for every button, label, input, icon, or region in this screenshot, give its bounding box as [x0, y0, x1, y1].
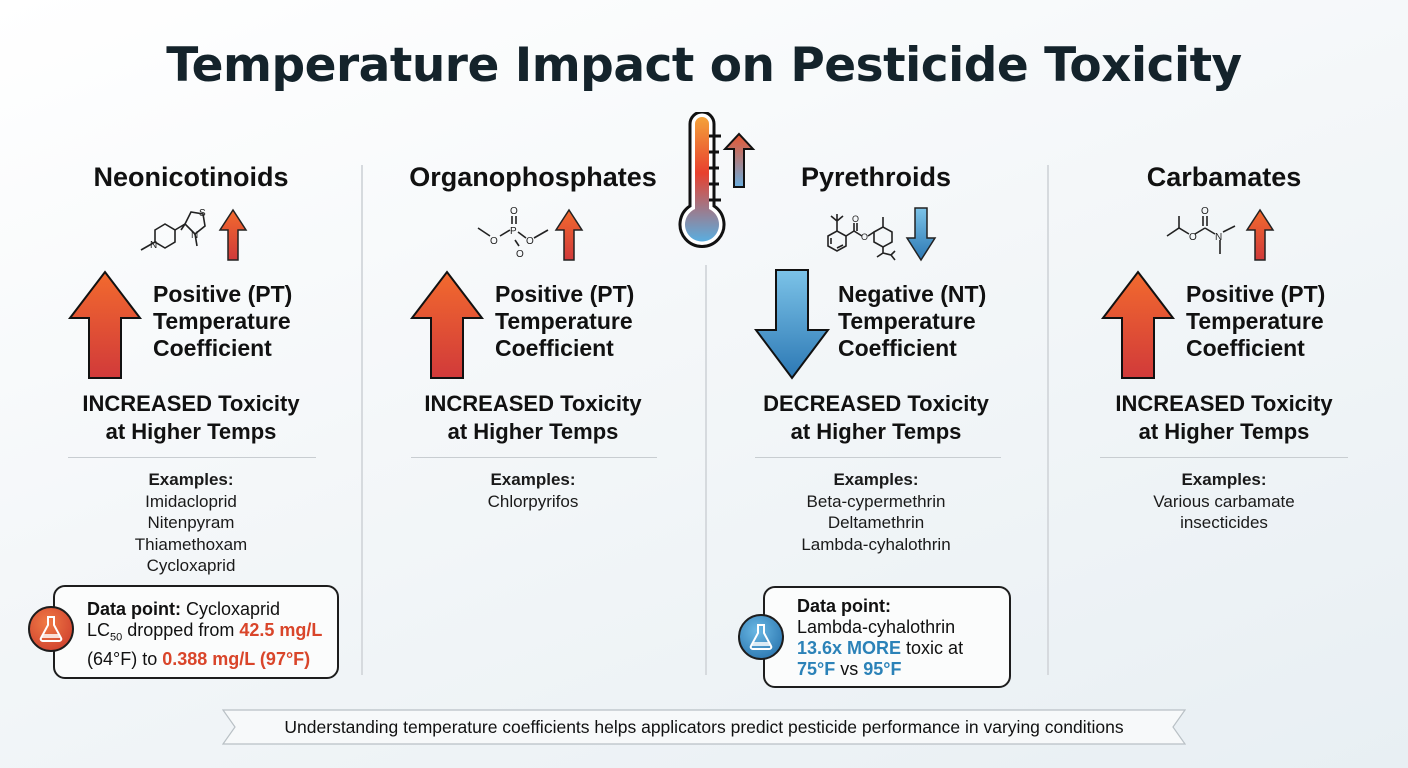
- coefficient-label: Positive (PT) Temperature Coefficient: [153, 281, 293, 361]
- svg-text:O: O: [1201, 206, 1209, 217]
- thermometer-up-arrow-icon: [722, 132, 756, 188]
- organophosphate-structure-icon: O P O O O: [477, 206, 549, 260]
- example-item: Lambda-cyhalothrin: [801, 534, 951, 554]
- column-carbamates: Carbamates O O N Positive (PT) Temperatu…: [1063, 160, 1385, 700]
- section-divider: [411, 457, 657, 458]
- svg-text:O: O: [490, 236, 498, 247]
- pyrethroid-structure-icon: O O: [827, 214, 896, 261]
- svg-text:O: O: [516, 249, 524, 260]
- examples-list: Examples: Beta-cypermethrin Deltamethrin…: [715, 469, 1037, 555]
- footer-text: Understanding temperature coefficients h…: [284, 716, 1124, 737]
- column-title: Neonicotinoids: [93, 162, 289, 192]
- svg-text:O: O: [526, 236, 534, 247]
- page-title: Temperature Impact on Pesticide Toxicity: [166, 38, 1242, 93]
- coefficient-label: Positive (PT) Temperature Coefficient: [495, 281, 635, 361]
- toxicity-effect: INCREASED Toxicity at Higher Temps: [1115, 391, 1333, 444]
- example-item: Cycloxaprid: [146, 556, 236, 575]
- example-item: insecticides: [1180, 513, 1268, 532]
- thermometer-icon: [678, 110, 756, 248]
- svg-text:N: N: [150, 240, 157, 251]
- small-down-arrow-icon: [905, 207, 937, 262]
- example-item: Deltamethrin: [827, 513, 925, 532]
- svg-text:O: O: [852, 214, 859, 224]
- examples-list: Examples: Chlorpyrifos: [372, 469, 694, 512]
- svg-text:P: P: [510, 226, 517, 237]
- thermometer-group: [672, 110, 772, 257]
- example-item: Thiamethoxam: [134, 534, 248, 554]
- svg-text:O: O: [510, 206, 518, 217]
- example-item: Nitenpyram: [147, 513, 235, 532]
- section-divider: [755, 457, 1001, 458]
- coefficient-label: Positive (PT) Temperature Coefficient: [1186, 281, 1326, 361]
- positive-up-arrow-icon: [409, 270, 485, 379]
- example-item: Various carbamate: [1153, 491, 1295, 511]
- column-divider: [1047, 165, 1049, 675]
- svg-text:N: N: [191, 230, 198, 241]
- small-up-arrow-icon: [1245, 208, 1275, 261]
- example-item: Beta-cypermethrin: [806, 491, 946, 511]
- column-pyrethroids: Pyrethroids O O Negative (NT) Temperatur…: [715, 160, 1037, 700]
- flask-icon: [28, 606, 74, 652]
- footer-banner: Understanding temperature coefficients h…: [222, 709, 1186, 745]
- section-divider: [1100, 457, 1348, 458]
- examples-list: Examples: Imidacloprid Nitenpyram Thiame…: [30, 469, 352, 577]
- column-neonicotinoids: Neonicotinoids N S N Positive (PT) Tempe…: [30, 160, 352, 700]
- svg-text:O: O: [861, 232, 868, 242]
- column-title: Organophosphates: [409, 162, 657, 192]
- positive-up-arrow-icon: [67, 270, 143, 379]
- column-organophosphates: Organophosphates O P O O O Positive (PT)…: [372, 160, 694, 700]
- ribbon-shape: [222, 709, 1186, 745]
- positive-up-arrow-icon: [1100, 270, 1176, 379]
- toxicity-effect: DECREASED Toxicity at Higher Temps: [763, 391, 989, 444]
- section-divider: [68, 457, 316, 458]
- toxicity-effect: INCREASED Toxicity at Higher Temps: [82, 391, 300, 444]
- example-item: Imidacloprid: [145, 491, 237, 511]
- examples-list: Examples: Various carbamate insecticides: [1063, 469, 1385, 534]
- toxicity-effect: INCREASED Toxicity at Higher Temps: [424, 391, 642, 444]
- example-item: Chlorpyrifos: [487, 491, 579, 511]
- flask-icon: [738, 614, 784, 660]
- negative-down-arrow-icon: [754, 269, 830, 380]
- column-title: Carbamates: [1146, 162, 1302, 192]
- data-point-card-cycloxaprid: Data point: Cycloxaprid LC50 dropped fro…: [53, 585, 339, 679]
- small-up-arrow-icon: [554, 208, 584, 261]
- svg-text:N: N: [1215, 232, 1222, 243]
- svg-text:O: O: [1189, 232, 1197, 243]
- carbamate-structure-icon: O O N: [1166, 206, 1236, 254]
- data-point-card-lambda-cyhalothrin: Data point: Lambda-cyhalothrin 13.6x MOR…: [763, 586, 1011, 688]
- column-divider: [705, 265, 707, 675]
- neonicotinoid-structure-icon: N S N: [140, 208, 206, 251]
- coefficient-label: Negative (NT) Temperature Coefficient: [838, 281, 987, 361]
- column-title: Pyrethroids: [800, 162, 952, 192]
- small-up-arrow-icon: [218, 208, 248, 261]
- column-divider: [361, 165, 363, 675]
- svg-text:S: S: [199, 208, 206, 219]
